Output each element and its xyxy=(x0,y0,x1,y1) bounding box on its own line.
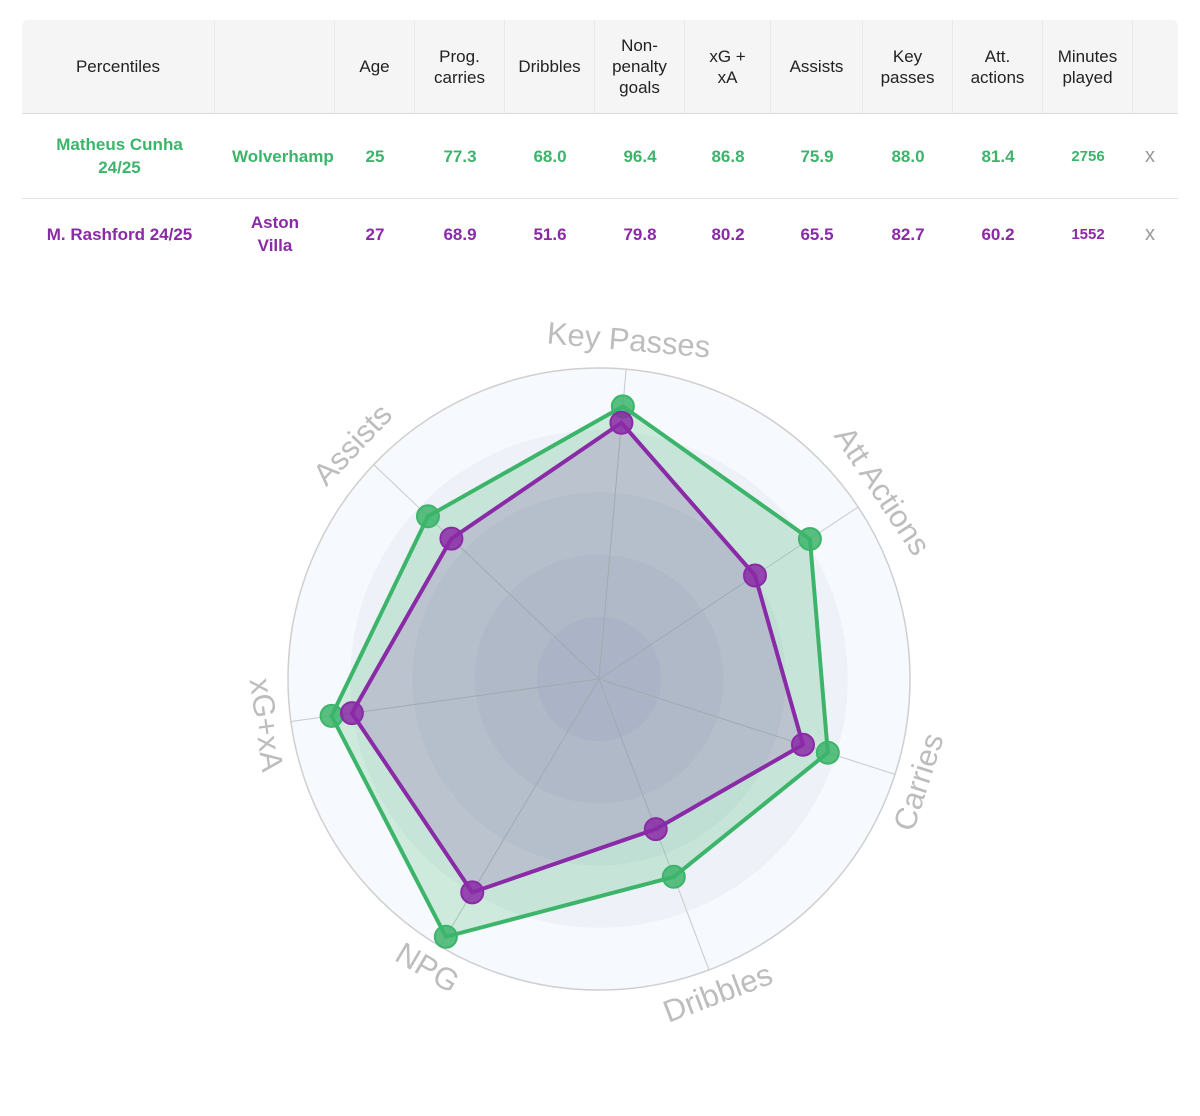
radar-series-area xyxy=(349,420,805,895)
radar-point xyxy=(742,563,767,588)
att-actions-value: 81.4 xyxy=(981,146,1015,166)
radar-spoke xyxy=(598,678,896,775)
radar-outer-ring xyxy=(287,367,911,991)
radar-point xyxy=(643,817,668,842)
comparison-table: Percentiles Age Prog. carries Dribbles N… xyxy=(22,20,1178,260)
radar-point xyxy=(319,703,344,728)
header-non-penalty-goals[interactable]: Non-penalty goals xyxy=(595,20,685,113)
player-team: Aston Villa xyxy=(250,213,300,255)
radar-axis-label: xG+xA xyxy=(243,676,291,774)
np-goals-value: 79.8 xyxy=(623,224,657,244)
header-key-passes[interactable]: Key passes xyxy=(863,20,953,113)
player-team: Wolverhamp xyxy=(232,146,334,166)
header-prog-carries[interactable]: Prog. carries xyxy=(415,20,505,113)
prog-carries-value: 68.9 xyxy=(443,224,477,244)
age-value: 25 xyxy=(365,146,385,166)
radar-point xyxy=(433,924,458,949)
table-header: Percentiles Age Prog. carries Dribbles N… xyxy=(22,20,1178,114)
table-row: M. Rashford 24/25 Aston Villa 27 68.9 51… xyxy=(22,199,1178,269)
player-name[interactable]: Matheus Cunha 24/25 xyxy=(56,135,183,177)
key-passes-value: 82.7 xyxy=(891,224,925,244)
player-name[interactable]: M. Rashford 24/25 xyxy=(46,224,193,244)
radar-axis-label: Key Passes xyxy=(546,315,712,364)
header-age[interactable]: Age xyxy=(335,20,415,113)
dribbles-value: 51.6 xyxy=(533,224,567,244)
assists-value: 65.5 xyxy=(800,224,834,244)
minutes-value: 1552 xyxy=(1071,225,1105,243)
radar-point xyxy=(815,740,840,765)
radar-point xyxy=(661,864,686,889)
radar-point xyxy=(790,732,815,757)
minutes-value: 2756 xyxy=(1071,147,1105,165)
radar-point xyxy=(797,527,822,552)
table-row: Matheus Cunha 24/25 Wolverhamp 25 77.3 6… xyxy=(22,114,1178,199)
np-goals-value: 96.4 xyxy=(623,146,657,166)
prog-carries-value: 77.3 xyxy=(443,146,477,166)
radar-point xyxy=(439,526,464,551)
key-passes-value: 88.0 xyxy=(891,146,925,166)
xg-xa-value: 86.8 xyxy=(711,146,745,166)
header-percentiles: Percentiles xyxy=(22,20,215,113)
att-actions-value: 60.2 xyxy=(981,224,1015,244)
header-minutes-played[interactable]: Minutes played xyxy=(1043,20,1133,113)
radar-point xyxy=(339,701,364,726)
header-team xyxy=(215,20,335,113)
remove-player-button[interactable]: x xyxy=(1145,144,1155,167)
remove-player-button[interactable]: x xyxy=(1145,222,1155,245)
header-assists[interactable]: Assists xyxy=(771,20,863,113)
radar-spoke xyxy=(373,464,600,680)
age-value: 27 xyxy=(365,224,385,244)
radar-point xyxy=(460,880,485,905)
dribbles-value: 68.0 xyxy=(533,146,567,166)
radar-point xyxy=(415,504,440,529)
header-dribbles[interactable]: Dribbles xyxy=(505,20,595,113)
assists-value: 75.9 xyxy=(800,146,834,166)
header-att-actions[interactable]: Att. actions xyxy=(953,20,1043,113)
radar-point xyxy=(609,410,634,435)
xg-xa-value: 80.2 xyxy=(711,224,745,244)
header-xg-xa[interactable]: xG + xA xyxy=(685,20,771,113)
